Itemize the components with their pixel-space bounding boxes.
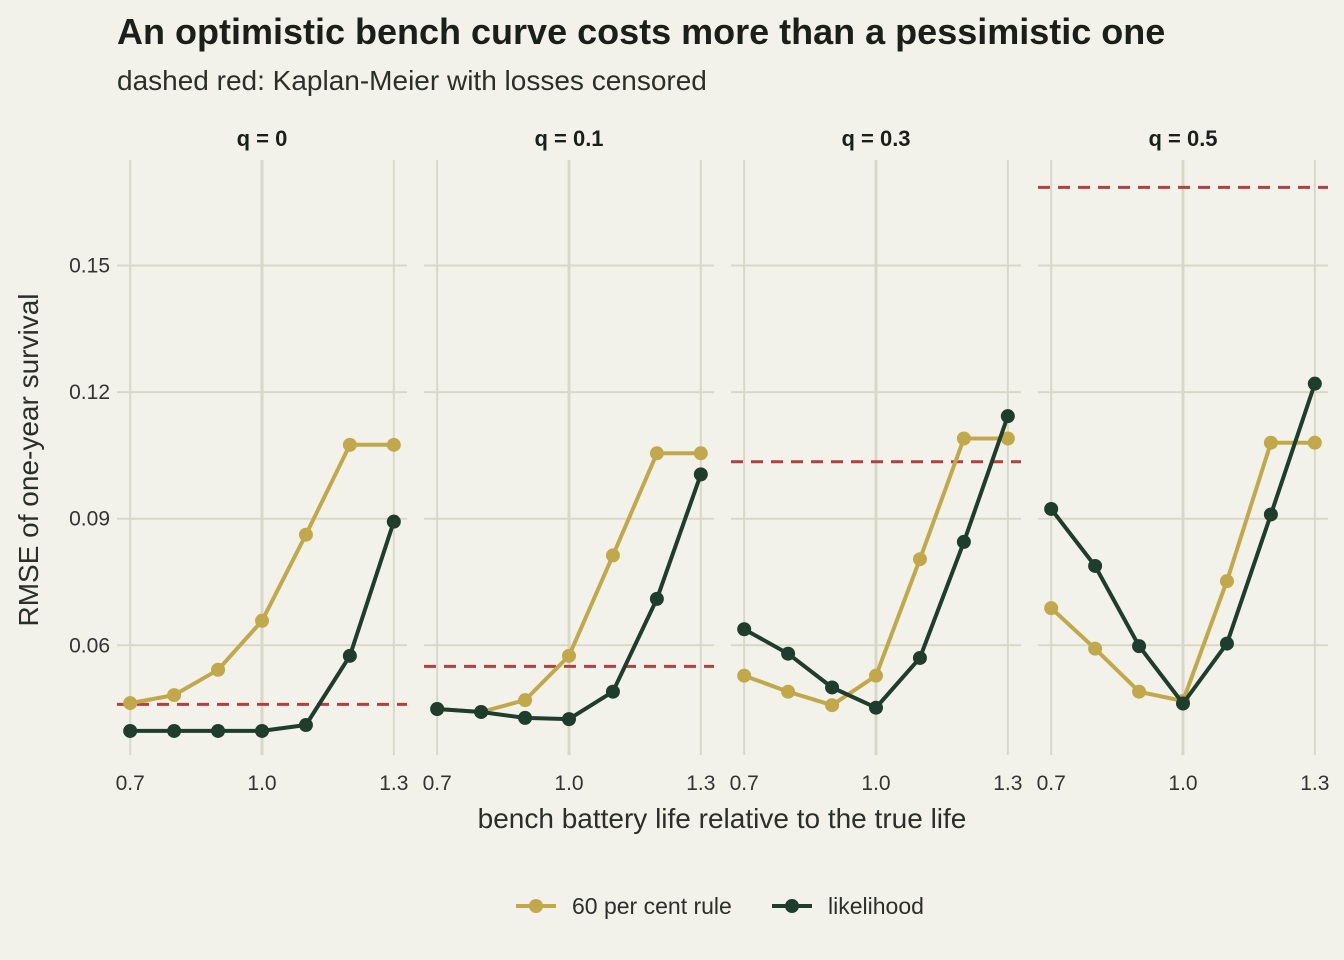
data-point [1044, 601, 1059, 616]
data-point [649, 591, 664, 606]
facet-panel: q = 0 0.7 1.0 1.3 [116, 126, 409, 795]
data-point [1000, 431, 1015, 446]
data-point [825, 698, 840, 713]
y-axis-title: RMSE of one-year survival [13, 293, 44, 626]
data-point [474, 704, 489, 719]
data-point [167, 723, 182, 738]
facet-label: q = 0.1 [534, 126, 603, 151]
facet-panels: q = 0 0.7 1.0 1.3 q = 0.1 0.7 1.0 1.3 q = 0.3 0.7… [116, 126, 1330, 795]
x-tick-label: 1.0 [861, 772, 890, 795]
data-point [386, 437, 401, 452]
x-tick-label: 0.7 [730, 772, 759, 795]
data-point [912, 650, 927, 665]
data-point [211, 662, 226, 677]
data-point [1219, 574, 1234, 589]
data-point [737, 668, 752, 683]
data-point [825, 680, 840, 695]
chart-title: An optimistic bench curve costs more tha… [117, 11, 1165, 52]
data-point [123, 723, 138, 738]
data-point [1132, 684, 1147, 699]
x-tick-label: 1.3 [993, 772, 1022, 795]
data-point [1088, 558, 1103, 573]
facet-panel: q = 0.5 0.7 1.0 1.3 [1037, 126, 1330, 795]
data-point [255, 613, 269, 628]
y-tick-label: 0.12 [69, 381, 110, 404]
data-point [518, 693, 533, 708]
legend-item: 60 per cent rule [516, 893, 732, 919]
facet-label: q = 0 [237, 126, 288, 151]
data-point [1176, 696, 1190, 711]
chart-subtitle: dashed red: Kaplan-Meier with losses cen… [117, 65, 707, 96]
data-point [1307, 376, 1322, 391]
legend-item: likelihood [772, 893, 924, 919]
facet-panel: q = 0.1 0.7 1.0 1.3 [423, 126, 716, 795]
x-tick-label: 0.7 [1037, 772, 1066, 795]
x-tick-label: 1.0 [1168, 772, 1197, 795]
data-point [386, 514, 401, 529]
data-point [649, 446, 664, 461]
data-point [342, 648, 357, 663]
data-point [1219, 636, 1234, 651]
data-point [781, 684, 796, 699]
facet-label: q = 0.3 [841, 126, 910, 151]
data-point [123, 696, 138, 711]
legend-key-point [785, 899, 799, 913]
data-point [605, 548, 620, 563]
data-point [298, 527, 313, 542]
data-point [342, 437, 357, 452]
data-point [956, 431, 971, 446]
legend: 60 per cent rule likelihood [516, 893, 924, 919]
legend-label: likelihood [828, 893, 924, 919]
data-point [605, 684, 620, 699]
data-point [1307, 435, 1322, 450]
x-tick-label: 1.3 [379, 772, 408, 795]
data-point [255, 723, 269, 738]
x-tick-label: 0.7 [423, 772, 452, 795]
x-tick-label: 0.7 [116, 772, 145, 795]
facet-panel: q = 0.3 0.7 1.0 1.3 [730, 126, 1023, 795]
data-point [737, 622, 752, 637]
data-point [1132, 639, 1147, 654]
y-tick-label: 0.09 [69, 508, 110, 531]
data-point [298, 718, 313, 733]
data-point [1000, 409, 1015, 424]
data-point [781, 646, 796, 661]
data-point [1088, 641, 1103, 656]
legend-key-point [529, 899, 543, 913]
x-tick-label: 1.3 [686, 772, 715, 795]
data-point [956, 534, 971, 549]
x-tick-label: 1.0 [247, 772, 276, 795]
data-point [562, 648, 576, 663]
y-tick-label: 0.15 [69, 254, 110, 277]
data-point [912, 552, 927, 567]
data-point [518, 710, 533, 725]
legend-label: 60 per cent rule [572, 893, 732, 919]
data-point [562, 712, 576, 727]
x-tick-label: 1.0 [554, 772, 583, 795]
data-point [693, 446, 708, 461]
data-point [869, 700, 883, 715]
data-point [430, 702, 445, 717]
x-tick-label: 1.3 [1300, 772, 1329, 795]
data-point [869, 668, 883, 683]
data-point [1044, 501, 1059, 516]
y-axis: 0.06 0.09 0.12 0.15 [69, 254, 110, 657]
data-point [693, 467, 708, 482]
data-point [211, 723, 226, 738]
data-point [1263, 435, 1278, 450]
y-tick-label: 0.06 [69, 634, 110, 657]
facet-label: q = 0.5 [1148, 126, 1217, 151]
x-axis-title: bench battery life relative to the true … [478, 803, 967, 834]
data-point [1263, 507, 1278, 522]
data-point [167, 688, 182, 703]
